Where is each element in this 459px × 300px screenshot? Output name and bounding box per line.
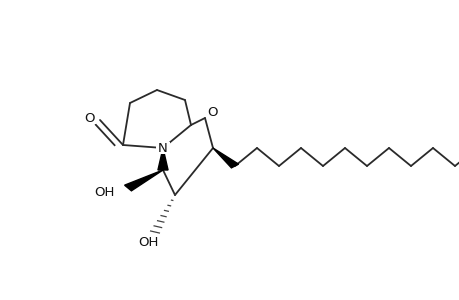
Polygon shape <box>124 170 162 191</box>
Polygon shape <box>157 148 168 170</box>
Text: O: O <box>84 112 95 124</box>
FancyBboxPatch shape <box>84 112 96 124</box>
Text: OH: OH <box>94 185 114 199</box>
Text: OH: OH <box>138 236 158 248</box>
FancyBboxPatch shape <box>156 142 169 154</box>
Polygon shape <box>213 148 238 168</box>
FancyBboxPatch shape <box>206 107 219 119</box>
Text: N: N <box>158 142 168 154</box>
Text: O: O <box>207 106 218 119</box>
FancyBboxPatch shape <box>136 236 159 248</box>
FancyBboxPatch shape <box>92 186 115 198</box>
